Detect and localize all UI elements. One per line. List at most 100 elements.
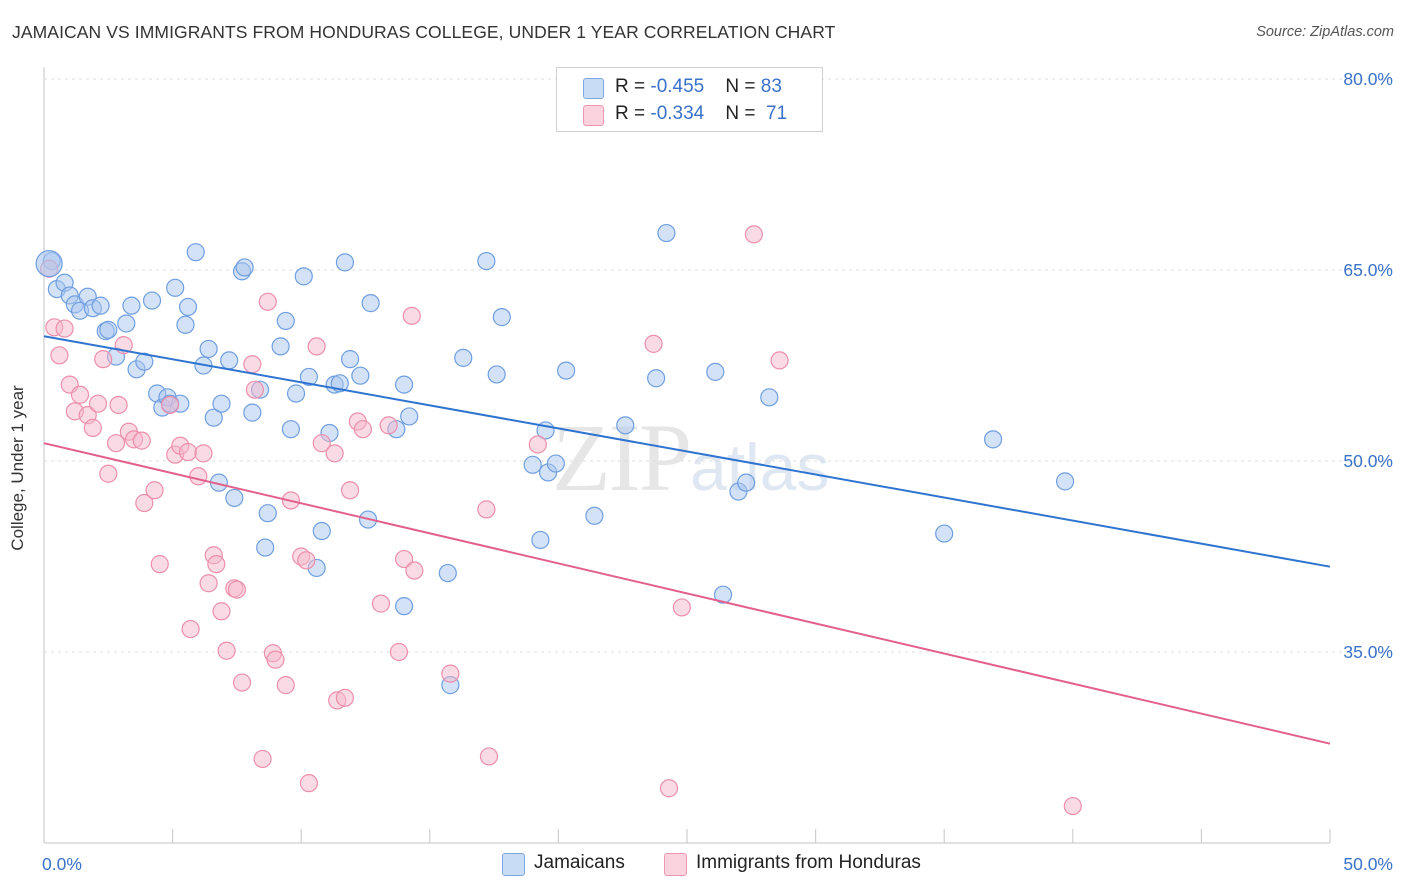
data-point <box>178 442 198 462</box>
series-jamaicans <box>42 223 1075 695</box>
tick-labels: 35.0% 50.0% 65.0% 80.0% 0.0% 50.0% <box>42 69 1393 874</box>
data-point <box>438 563 457 583</box>
data-point <box>312 434 331 453</box>
data-point <box>132 431 151 450</box>
legend-r-label: R = <box>615 76 651 97</box>
data-point <box>657 223 676 243</box>
data-point <box>235 258 254 277</box>
data-point <box>340 350 360 369</box>
trend-lines <box>43 335 1331 745</box>
data-point <box>706 362 725 381</box>
data-point <box>659 779 679 798</box>
data-point <box>217 641 236 660</box>
watermark-atlas: atlas <box>690 430 830 504</box>
data-point <box>299 774 319 793</box>
data-point <box>523 455 542 474</box>
data-point <box>204 408 223 427</box>
legend-label-honduras: Immigrants from Honduras <box>696 852 921 873</box>
legend-swatch-honduras <box>583 105 604 126</box>
data-point <box>361 294 380 313</box>
legend-n-value: 83 <box>760 76 782 97</box>
data-point <box>50 346 69 365</box>
data-point <box>335 253 355 272</box>
series-honduras <box>40 225 1082 816</box>
data-point <box>220 351 239 370</box>
legend-n-label: N = <box>725 76 761 97</box>
data-point <box>1063 796 1082 816</box>
data-point <box>181 619 200 639</box>
data-point <box>245 380 265 399</box>
data-point <box>199 339 218 359</box>
data-point <box>271 337 290 356</box>
data-point <box>186 243 205 262</box>
data-point <box>281 420 301 439</box>
data-point <box>477 251 496 271</box>
data-point <box>325 444 344 463</box>
data-point <box>389 642 409 662</box>
legend-swatch-honduras <box>664 853 687 876</box>
data-point <box>379 416 398 435</box>
data-point <box>122 296 141 315</box>
y-tick-label: 80.0% <box>1343 69 1393 89</box>
legend-r-value: -0.455 <box>650 76 705 97</box>
data-point <box>528 435 547 454</box>
data-point <box>557 361 576 380</box>
data-point <box>256 538 275 557</box>
data-point <box>477 500 496 519</box>
y-tick-label: 50.0% <box>1343 451 1393 471</box>
chart-title: JAMAICAN VS IMMIGRANTS FROM HONDURAS COL… <box>12 22 836 42</box>
data-point <box>760 388 779 407</box>
data-point <box>232 673 252 692</box>
data-point <box>531 530 550 550</box>
correlation-legend: R = -0.455 N = 83 R = -0.334 N = 71 <box>556 67 823 132</box>
data-point <box>299 367 319 387</box>
data-point <box>492 308 511 327</box>
y-tick-label: 65.0% <box>1343 260 1393 280</box>
data-point <box>135 493 154 513</box>
data-point <box>441 664 460 683</box>
data-point <box>402 306 421 325</box>
data-point <box>286 384 306 403</box>
data-point <box>307 337 326 356</box>
data-point <box>297 551 316 570</box>
data-point <box>353 420 373 439</box>
data-point <box>227 580 246 599</box>
data-point <box>276 311 295 331</box>
data-point <box>212 394 231 413</box>
trend-line <box>43 442 1331 745</box>
data-point <box>340 481 360 500</box>
data-point <box>142 291 162 310</box>
x-tick-label: 50.0% <box>1343 854 1393 874</box>
data-point <box>106 434 126 453</box>
data-point <box>243 355 262 374</box>
data-point <box>770 351 789 370</box>
data-point <box>88 394 108 413</box>
data-point <box>266 650 285 669</box>
data-point <box>371 594 391 613</box>
data-point <box>644 334 663 353</box>
data-point <box>647 369 666 388</box>
data-point <box>276 676 295 695</box>
data-point <box>243 403 262 422</box>
data-point <box>91 296 110 315</box>
legend-swatch-jamaicans <box>583 78 604 99</box>
data-point <box>117 314 136 333</box>
data-point <box>394 375 414 394</box>
trend-line <box>43 335 1331 568</box>
legend-swatch-jamaicans <box>502 853 525 876</box>
data-point <box>585 506 604 525</box>
legend-label-jamaicans: Jamaicans <box>534 852 625 873</box>
data-point <box>405 561 424 580</box>
data-point <box>176 315 195 334</box>
data-point <box>616 416 635 435</box>
y-axis-label: College, Under 1 year <box>8 385 27 551</box>
data-point <box>713 585 733 604</box>
data-point <box>487 365 506 384</box>
data-point <box>199 574 218 593</box>
data-point <box>99 320 118 339</box>
data-point <box>178 297 198 317</box>
data-point <box>335 688 355 707</box>
data-point <box>312 521 331 541</box>
data-point <box>351 366 370 385</box>
